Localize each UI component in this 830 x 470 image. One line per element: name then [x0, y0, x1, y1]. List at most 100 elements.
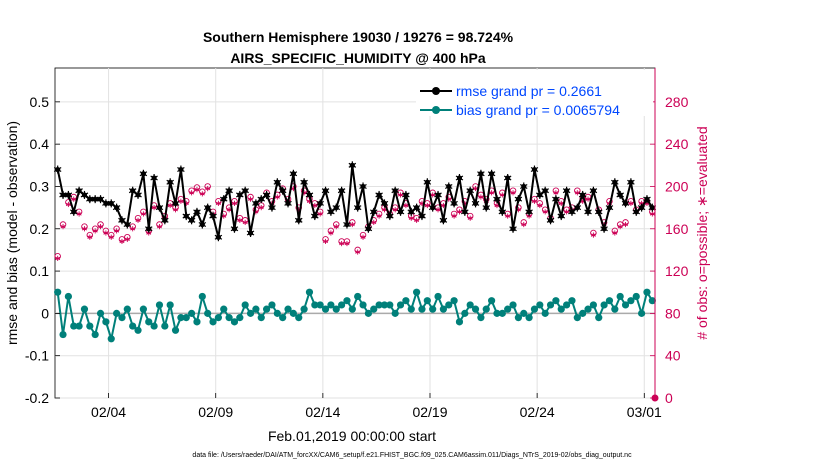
rmse-point-stroke [621, 200, 630, 206]
bias-point [407, 305, 415, 313]
rmse-point [203, 203, 212, 212]
rmse-point-stroke [477, 171, 485, 177]
rmse-point [64, 190, 73, 199]
rmse-point-stroke [418, 213, 426, 219]
obs-evaluated-point [60, 224, 66, 230]
rmse-point [600, 224, 608, 233]
bias-point [552, 297, 560, 305]
obs-evaluated-stroke [526, 214, 532, 218]
obs-evaluated-point [499, 192, 505, 198]
bias-point [477, 314, 485, 322]
obs-evaluated-point [553, 190, 559, 196]
chart-title: Southern Hemisphere 19030 / 19276 = 98.7… [203, 29, 514, 45]
obs-evaluated-stroke [349, 222, 355, 227]
obs-evaluated-stroke [639, 201, 645, 206]
bias-point [332, 305, 340, 313]
rmse-point [294, 216, 303, 225]
rmse-point [343, 220, 351, 229]
bias-point [86, 322, 94, 330]
rmse-point-stroke [396, 209, 405, 215]
bias-point [268, 301, 276, 309]
bias-point [455, 318, 464, 326]
bias-point [584, 305, 592, 313]
rmse-point-stroke [112, 205, 121, 211]
rmse-point-stroke [643, 196, 651, 202]
bias-point [300, 305, 308, 313]
rmse-point [236, 190, 244, 199]
rmse-point [321, 186, 330, 195]
bias-point [632, 292, 640, 301]
obs-evaluated-point [344, 240, 350, 247]
rmse-point [273, 178, 282, 187]
x-tick-label: 02/24 [520, 404, 555, 420]
rmse-point [369, 207, 378, 216]
rmse-point [332, 203, 341, 212]
obs-evaluated-point [135, 217, 141, 223]
bias-point [343, 297, 351, 305]
rmse-point [616, 190, 624, 199]
obs-evaluated-stroke [114, 229, 120, 233]
bias-point [471, 305, 480, 313]
obs-evaluated-stroke [258, 205, 264, 210]
rmse-point-stroke [348, 162, 357, 168]
rmse-point [552, 195, 560, 204]
rmse-point-stroke [177, 167, 185, 173]
obs-evaluated-point [274, 194, 280, 200]
bias-point [102, 318, 110, 326]
obs-evaluated-stroke [248, 197, 254, 201]
rmse-point-stroke [311, 213, 319, 219]
data-file-note: data file: /Users/raeder/DAI/ATM_forcXX/… [192, 452, 632, 459]
bias-point [386, 301, 394, 309]
rmse-point [621, 199, 630, 208]
bias-point [514, 314, 522, 322]
rmse-point [209, 212, 217, 221]
rmse-point [632, 207, 641, 216]
bias-point [123, 305, 131, 313]
obs-evaluated-stroke [323, 239, 329, 244]
bias-point [605, 297, 614, 305]
rmse-point-stroke [552, 196, 560, 202]
rmse-point-stroke [600, 226, 608, 232]
bias-point [546, 301, 555, 309]
bias-point [193, 318, 201, 326]
rmse-point-stroke [482, 205, 491, 211]
rmse-point-stroke [171, 200, 180, 206]
rmse-point-stroke [611, 179, 619, 185]
rmse-point-stroke [568, 209, 576, 215]
bias-point [391, 309, 399, 317]
rmse-point-stroke [637, 205, 646, 211]
bias-point [198, 292, 206, 301]
rmse-point [498, 207, 507, 216]
y2-tick-label: 200 [665, 178, 689, 194]
rmse-point [519, 182, 528, 191]
rmse-point [509, 224, 517, 233]
rmse-point [493, 195, 501, 204]
y-tick-label: 0.2 [30, 221, 50, 237]
bias-point [450, 297, 458, 305]
obs-evaluated-stroke [408, 216, 414, 220]
obs-evaluated-stroke [194, 187, 200, 192]
rmse-point [568, 207, 576, 216]
bias-point [113, 309, 121, 317]
bias-point [75, 322, 83, 330]
obs-evaluated-point [87, 234, 93, 240]
rmse-point-stroke [337, 188, 346, 194]
legend-box [416, 70, 653, 116]
y2-tick-label: 80 [665, 305, 681, 321]
obs-evaluated-stroke [435, 208, 441, 212]
obs-evaluated-stroke [87, 235, 93, 239]
obs-evaluated-stroke [92, 229, 98, 233]
obs-evaluated-point [339, 240, 345, 247]
bias-point [230, 318, 239, 326]
x-tick-label: 03/01 [627, 404, 662, 420]
obs-evaluated-stroke [333, 224, 339, 229]
bias-point [188, 309, 196, 317]
rmse-point [53, 165, 62, 174]
obs-evaluated-stroke [649, 212, 655, 216]
rmse-point [187, 216, 196, 225]
rmse-point [444, 182, 453, 191]
obs-evaluated-point [537, 202, 543, 209]
rmse-point [627, 178, 635, 187]
bias-point [429, 305, 437, 313]
obs-evaluated-stroke [140, 212, 146, 216]
